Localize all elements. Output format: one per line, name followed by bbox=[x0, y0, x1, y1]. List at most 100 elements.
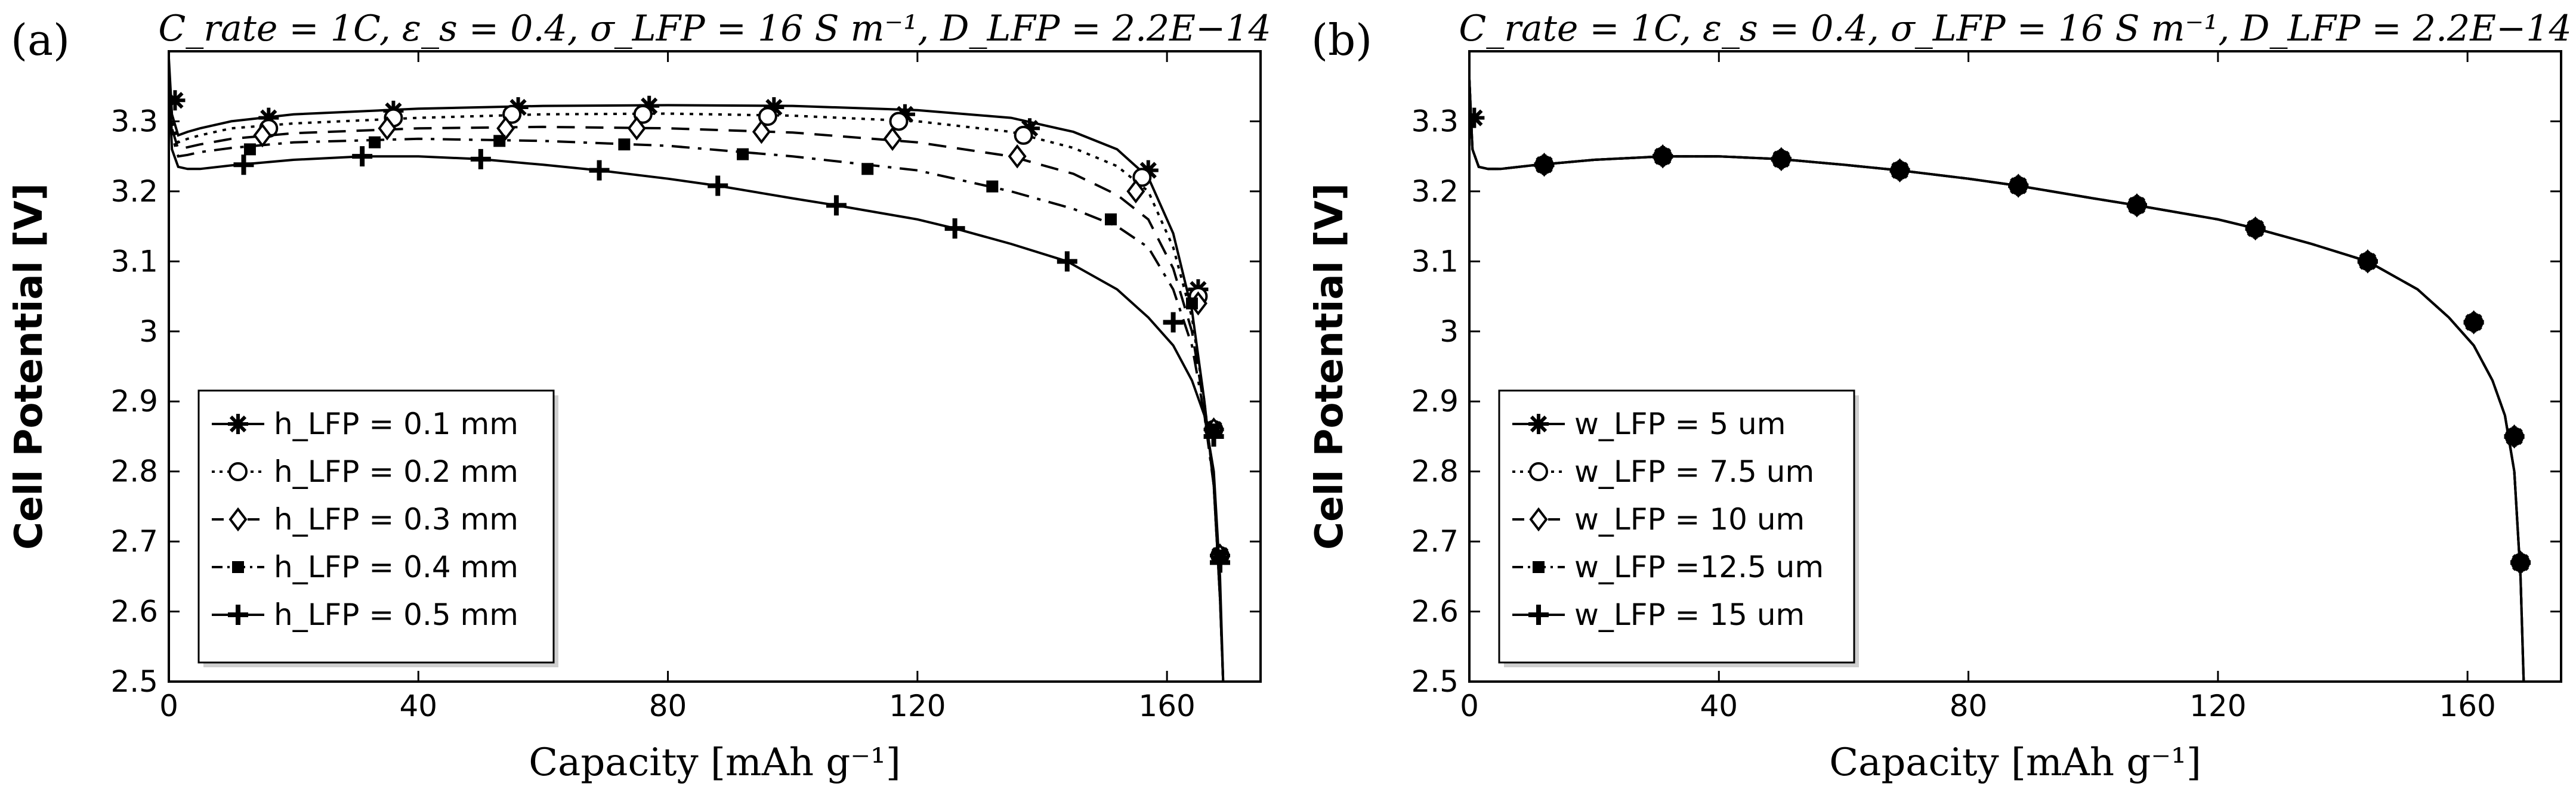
data-point bbox=[1126, 179, 1145, 204]
data-point bbox=[1008, 144, 1027, 169]
data-point bbox=[243, 143, 256, 156]
y-tick-label: 3 bbox=[139, 314, 158, 349]
y-tick-label: 2.9 bbox=[1411, 384, 1459, 419]
data-point bbox=[369, 136, 381, 148]
legend-item-2: h_LFP = 0.2 mm bbox=[212, 454, 518, 489]
data-point bbox=[986, 180, 999, 193]
legend-item-3: h_LFP = 0.3 mm bbox=[212, 502, 518, 537]
legend-marker bbox=[1528, 414, 1549, 434]
data-point bbox=[2357, 251, 2378, 272]
series-5 bbox=[169, 79, 1231, 682]
series-line bbox=[169, 79, 1225, 682]
data-point bbox=[758, 107, 777, 126]
legend-box bbox=[1498, 389, 1855, 664]
legend-marker bbox=[228, 414, 248, 434]
legend-item-2: w_LFP = 7.5 um bbox=[1512, 454, 1814, 489]
legend-marker bbox=[232, 561, 244, 573]
data-point bbox=[169, 90, 186, 111]
y-tick-label: 3.1 bbox=[110, 244, 158, 278]
data-point bbox=[708, 175, 728, 196]
x-axis-label: Capacity [mAh g⁻¹] bbox=[1829, 741, 2201, 785]
data-point bbox=[1534, 154, 1555, 175]
data-point bbox=[1163, 312, 1184, 333]
legend-marker bbox=[228, 507, 248, 532]
y-tick-label: 3.2 bbox=[1411, 174, 1459, 209]
y-axis-label: Cell Potential [V] bbox=[7, 183, 51, 550]
chart-panel-a: (a) C_rate = 1C, ε_s = 0.4, σ_LFP = 16 S … bbox=[7, 8, 1271, 785]
legend-marker bbox=[1529, 462, 1548, 481]
y-tick-label: 2.6 bbox=[1411, 595, 1459, 629]
data-point bbox=[1771, 148, 1792, 169]
data-point bbox=[258, 107, 279, 128]
legend-label: h_LFP = 0.5 mm bbox=[274, 598, 518, 632]
legend-marker bbox=[228, 605, 248, 625]
data-point bbox=[1057, 251, 1077, 272]
plot-frame bbox=[1468, 50, 2562, 683]
data-point bbox=[1210, 552, 1231, 573]
data-point bbox=[2245, 218, 2266, 239]
x-tick-label: 0 bbox=[159, 689, 178, 723]
y-tick-label: 2.7 bbox=[1411, 524, 1459, 559]
y-tick-label: 2.5 bbox=[1411, 664, 1459, 699]
y-tick-label: 2.9 bbox=[110, 384, 158, 419]
data-point bbox=[752, 119, 771, 144]
series-line bbox=[1469, 79, 2525, 682]
data-point bbox=[233, 154, 254, 175]
legend-marker bbox=[228, 462, 248, 481]
data-point bbox=[883, 126, 902, 151]
data-point bbox=[352, 146, 373, 167]
data-point bbox=[589, 160, 610, 181]
x-tick-label: 40 bbox=[399, 689, 437, 723]
x-tick-label: 0 bbox=[1460, 689, 1479, 723]
legend-item-5: w_LFP = 15 um bbox=[1512, 598, 1805, 632]
x-axis-label: Capacity [mAh g⁻¹] bbox=[529, 741, 901, 785]
data-point bbox=[2126, 195, 2147, 216]
data-point bbox=[1014, 125, 1033, 145]
data-point bbox=[764, 97, 784, 117]
y-axis-label: Cell Potential [V] bbox=[1308, 183, 1352, 550]
legend-item-1: h_LFP = 0.1 mm bbox=[212, 407, 518, 441]
data-point bbox=[1185, 297, 1198, 309]
data-point bbox=[1889, 160, 1910, 181]
legend-label: w_LFP = 10 um bbox=[1574, 502, 1805, 537]
data-point bbox=[826, 195, 847, 216]
y-tick-label: 3.2 bbox=[110, 174, 158, 209]
legend-label: w_LFP = 7.5 um bbox=[1574, 454, 1814, 489]
legend-label: w_LFP = 15 um bbox=[1574, 598, 1805, 632]
x-tick-label: 160 bbox=[2439, 689, 2495, 723]
chart-title: C_rate = 1C, ε_s = 0.4, σ_LFP = 16 S m⁻¹… bbox=[158, 8, 1271, 49]
x-tick-label: 120 bbox=[889, 689, 946, 723]
data-point bbox=[1653, 146, 1673, 167]
chart-title: C_rate = 1C, ε_s = 0.4, σ_LFP = 16 S m⁻¹… bbox=[1459, 8, 2571, 49]
y-tick-label: 2.8 bbox=[1411, 454, 1459, 489]
data-point bbox=[861, 163, 874, 175]
data-point bbox=[1469, 107, 1485, 128]
data-point bbox=[2510, 552, 2531, 573]
series-4 bbox=[169, 79, 1227, 682]
series-line bbox=[169, 79, 1225, 682]
y-tick-label: 2.7 bbox=[110, 524, 158, 559]
data-point bbox=[639, 95, 660, 116]
legend-label: w_LFP =12.5 um bbox=[1574, 550, 1824, 584]
legend-label: h_LFP = 0.1 mm bbox=[274, 407, 518, 441]
plot-area bbox=[1469, 79, 2531, 682]
data-point bbox=[2008, 175, 2029, 196]
legend-item-4: h_LFP = 0.4 mm bbox=[212, 550, 518, 584]
y-tick-label: 3.3 bbox=[110, 104, 158, 138]
data-point bbox=[627, 116, 646, 141]
legend-label: h_LFP = 0.2 mm bbox=[274, 454, 518, 489]
data-point bbox=[1105, 213, 1117, 225]
data-point bbox=[502, 104, 522, 124]
data-point bbox=[378, 116, 397, 141]
plot-area bbox=[169, 58, 1231, 682]
plot-frame bbox=[168, 50, 1262, 683]
data-point bbox=[889, 112, 909, 131]
data-point bbox=[470, 148, 491, 169]
data-point bbox=[2504, 426, 2525, 447]
data-point bbox=[944, 218, 965, 239]
y-tick-label: 3.1 bbox=[1411, 244, 1459, 278]
x-tick-label: 160 bbox=[1138, 689, 1195, 723]
y-tick-label: 2.5 bbox=[110, 664, 158, 699]
